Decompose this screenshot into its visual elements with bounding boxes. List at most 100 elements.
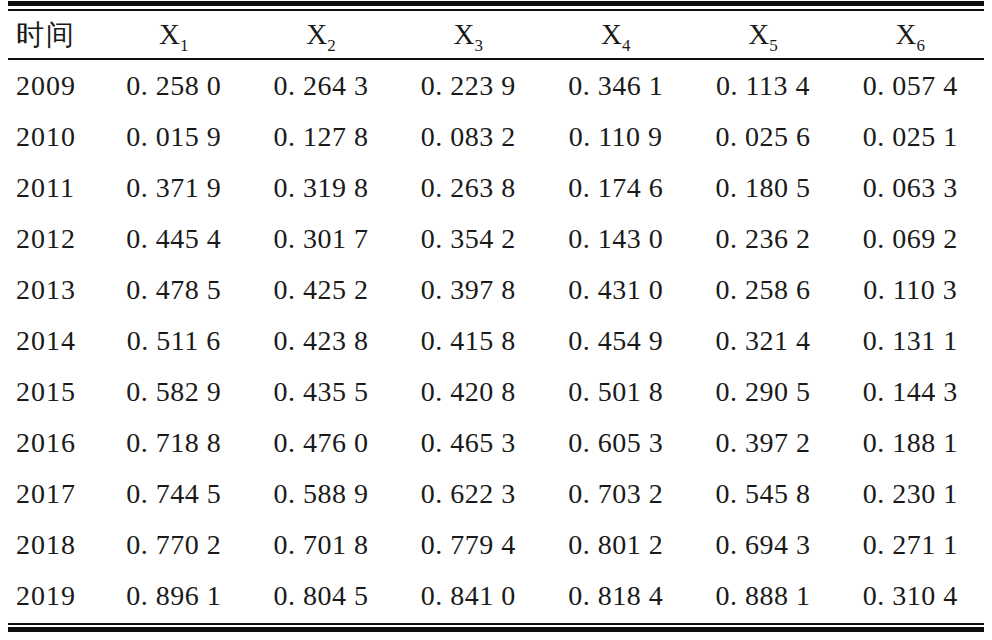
col-header-x6: X6 [837, 11, 984, 59]
col-header-time: 时间 [8, 11, 100, 59]
value-cell: 0. 701 8 [247, 519, 394, 570]
year-cell: 2014 [8, 315, 100, 366]
table-row: 20190. 896 10. 804 50. 841 00. 818 40. 8… [8, 570, 984, 621]
subscript: 2 [327, 36, 336, 55]
subscript: 3 [475, 36, 484, 55]
year-cell: 2016 [8, 417, 100, 468]
value-cell: 0. 131 1 [837, 315, 984, 366]
bottom-thick-rule [8, 627, 984, 632]
col-header-x2: X2 [247, 11, 394, 59]
value-cell: 0. 896 1 [100, 570, 247, 621]
year-cell: 2015 [8, 366, 100, 417]
year-cell: 2011 [8, 162, 100, 213]
table-row: 20120. 445 40. 301 70. 354 20. 143 00. 2… [8, 213, 984, 264]
table-header: 时间 X1 X2 X3 X4 X5 X6 [8, 11, 984, 59]
col-header-x1: X1 [100, 11, 247, 59]
table-row: 20090. 258 00. 264 30. 223 90. 346 10. 1… [8, 59, 984, 111]
value-cell: 0. 083 2 [395, 111, 542, 162]
subscript: 1 [180, 36, 189, 55]
table-body: 20090. 258 00. 264 30. 223 90. 346 10. 1… [8, 59, 984, 621]
value-cell: 0. 354 2 [395, 213, 542, 264]
value-cell: 0. 397 2 [689, 417, 836, 468]
year-cell: 2010 [8, 111, 100, 162]
value-cell: 0. 545 8 [689, 468, 836, 519]
value-cell: 0. 236 2 [689, 213, 836, 264]
value-cell: 0. 301 7 [247, 213, 394, 264]
value-cell: 0. 174 6 [542, 162, 689, 213]
year-cell: 2012 [8, 213, 100, 264]
value-cell: 0. 258 0 [100, 59, 247, 111]
data-table-wrapper: 时间 X1 X2 X3 X4 X5 X6 20090. 258 00. 264 … [8, 0, 984, 632]
table-row: 20140. 511 60. 423 80. 415 80. 454 90. 3… [8, 315, 984, 366]
value-cell: 0. 476 0 [247, 417, 394, 468]
value-cell: 0. 694 3 [689, 519, 836, 570]
value-cell: 0. 431 0 [542, 264, 689, 315]
value-cell: 0. 063 3 [837, 162, 984, 213]
value-cell: 0. 258 6 [689, 264, 836, 315]
table-row: 20170. 744 50. 588 90. 622 30. 703 20. 5… [8, 468, 984, 519]
value-cell: 0. 025 6 [689, 111, 836, 162]
value-cell: 0. 770 2 [100, 519, 247, 570]
value-cell: 0. 703 2 [542, 468, 689, 519]
value-cell: 0. 779 4 [395, 519, 542, 570]
value-cell: 0. 804 5 [247, 570, 394, 621]
value-cell: 0. 143 0 [542, 213, 689, 264]
value-cell: 0. 025 1 [837, 111, 984, 162]
value-cell: 0. 605 3 [542, 417, 689, 468]
value-cell: 0. 744 5 [100, 468, 247, 519]
value-cell: 0. 110 3 [837, 264, 984, 315]
value-cell: 0. 420 8 [395, 366, 542, 417]
value-cell: 0. 423 8 [247, 315, 394, 366]
value-cell: 0. 454 9 [542, 315, 689, 366]
value-cell: 0. 818 4 [542, 570, 689, 621]
value-cell: 0. 223 9 [395, 59, 542, 111]
value-cell: 0. 888 1 [689, 570, 836, 621]
value-cell: 0. 144 3 [837, 366, 984, 417]
value-cell: 0. 188 1 [837, 417, 984, 468]
value-cell: 0. 415 8 [395, 315, 542, 366]
table-row: 20100. 015 90. 127 80. 083 20. 110 90. 0… [8, 111, 984, 162]
value-cell: 0. 435 5 [247, 366, 394, 417]
year-cell: 2013 [8, 264, 100, 315]
value-cell: 0. 445 4 [100, 213, 247, 264]
table-row: 20110. 371 90. 319 80. 263 80. 174 60. 1… [8, 162, 984, 213]
value-cell: 0. 290 5 [689, 366, 836, 417]
value-cell: 0. 127 8 [247, 111, 394, 162]
table-row: 20180. 770 20. 701 80. 779 40. 801 20. 6… [8, 519, 984, 570]
table-row: 20150. 582 90. 435 50. 420 80. 501 80. 2… [8, 366, 984, 417]
value-cell: 0. 465 3 [395, 417, 542, 468]
value-cell: 0. 718 8 [100, 417, 247, 468]
subscript: 4 [622, 36, 631, 55]
col-header-x4: X4 [542, 11, 689, 59]
value-cell: 0. 588 9 [247, 468, 394, 519]
year-cell: 2018 [8, 519, 100, 570]
value-cell: 0. 015 9 [100, 111, 247, 162]
value-cell: 0. 180 5 [689, 162, 836, 213]
table-row: 20130. 478 50. 425 20. 397 80. 431 00. 2… [8, 264, 984, 315]
value-cell: 0. 069 2 [837, 213, 984, 264]
value-cell: 0. 801 2 [542, 519, 689, 570]
header-row: 时间 X1 X2 X3 X4 X5 X6 [8, 11, 984, 59]
value-cell: 0. 321 4 [689, 315, 836, 366]
year-cell: 2017 [8, 468, 100, 519]
value-cell: 0. 841 0 [395, 570, 542, 621]
value-cell: 0. 582 9 [100, 366, 247, 417]
subscript: 6 [917, 36, 926, 55]
value-cell: 0. 501 8 [542, 366, 689, 417]
value-cell: 0. 622 3 [395, 468, 542, 519]
value-cell: 0. 511 6 [100, 315, 247, 366]
value-cell: 0. 319 8 [247, 162, 394, 213]
col-header-x5: X5 [689, 11, 836, 59]
value-cell: 0. 371 9 [100, 162, 247, 213]
subscript: 5 [769, 36, 778, 55]
value-cell: 0. 271 1 [837, 519, 984, 570]
value-cell: 0. 397 8 [395, 264, 542, 315]
value-cell: 0. 113 4 [689, 59, 836, 111]
year-cell: 2019 [8, 570, 100, 621]
value-cell: 0. 230 1 [837, 468, 984, 519]
value-cell: 0. 310 4 [837, 570, 984, 621]
table-row: 20160. 718 80. 476 00. 465 30. 605 30. 3… [8, 417, 984, 468]
value-cell: 0. 264 3 [247, 59, 394, 111]
value-cell: 0. 425 2 [247, 264, 394, 315]
value-cell: 0. 263 8 [395, 162, 542, 213]
